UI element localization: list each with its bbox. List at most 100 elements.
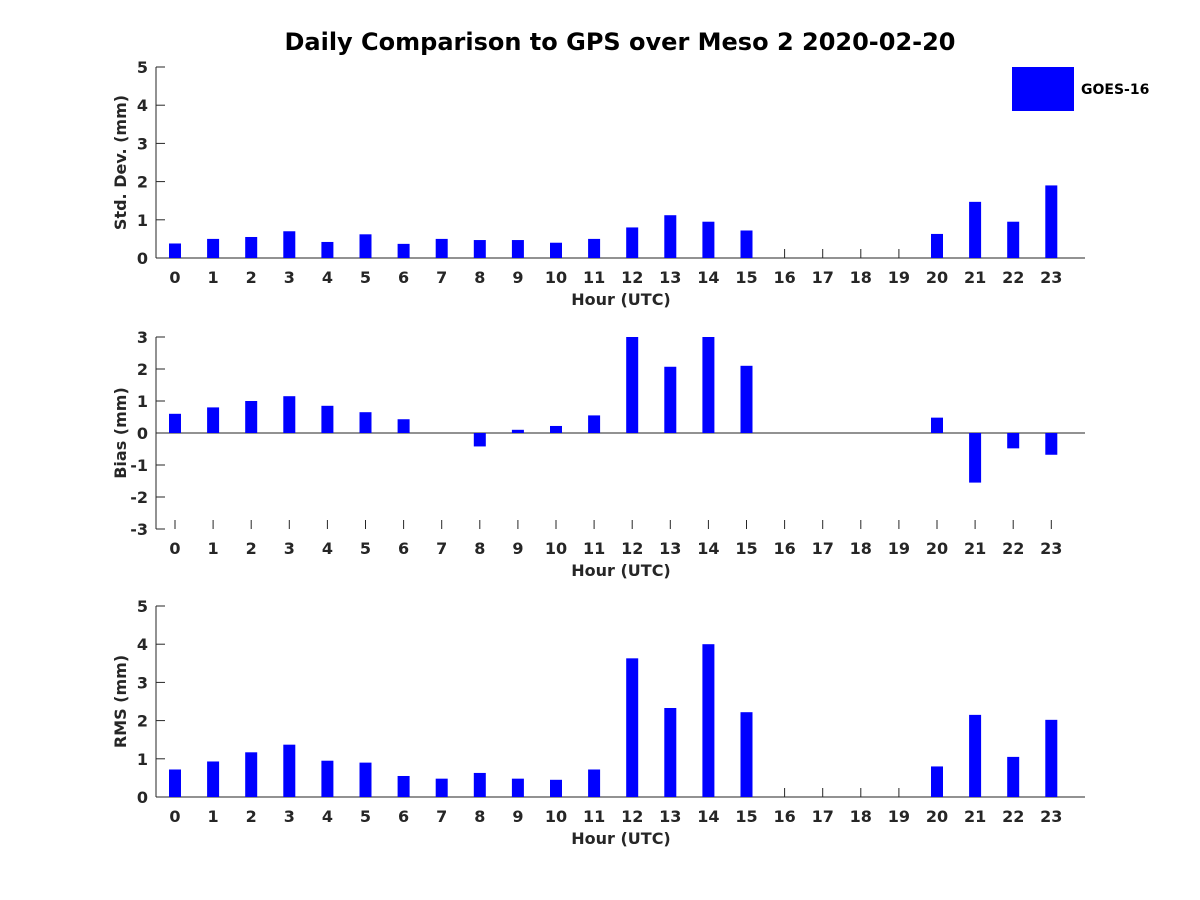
x-tick-label: 11 [583,539,605,558]
x-tick-label: 9 [512,807,523,826]
x-tick-label: 6 [398,268,409,287]
y-tick-label: 0 [137,788,148,807]
x-tick-label: 5 [360,807,371,826]
bar-hour-11 [588,415,601,433]
bar-hour-12 [626,227,639,258]
x-tick-label: 2 [246,539,257,558]
x-tick-label: 17 [812,807,834,826]
bar-hour-10 [550,242,562,258]
x-tick-label: 17 [812,268,834,287]
bar-hour-5 [359,412,372,433]
y-tick-label: 1 [137,392,148,411]
bar-hour-4 [321,405,334,433]
y-tick-label: 3 [137,328,148,347]
x-tick-label: 19 [888,539,910,558]
x-tick-label: 14 [697,807,719,826]
bar-hour-20 [931,766,943,797]
bar-hour-22 [1007,221,1020,258]
x-tick-label: 13 [659,807,681,826]
x-axis-label: Hour (UTC) [571,290,671,309]
bar-hour-3 [283,231,296,258]
bar-hour-7 [435,238,448,258]
x-tick-label: 5 [360,268,371,287]
bar-hour-6 [397,775,410,797]
bar-hour-13 [664,366,677,433]
x-tick-label: 13 [659,268,681,287]
bar-hour-12 [626,658,639,797]
x-tick-label: 16 [773,807,795,826]
bar-hour-22 [1007,756,1020,797]
x-tick-label: 3 [284,807,295,826]
x-tick-label: 22 [1002,268,1024,287]
x-tick-label: 0 [169,807,180,826]
x-tick-label: 2 [246,807,257,826]
x-tick-label: 4 [322,268,333,287]
bar-hour-0 [169,413,181,433]
bar-hour-2 [245,752,258,797]
bar-hour-3 [283,744,296,797]
bar-hour-15 [740,230,753,258]
x-tick-label: 19 [888,268,910,287]
bar-hour-15 [740,365,753,433]
bar-hour-1 [207,238,220,258]
y-axis-label: RMS (mm) [111,655,130,748]
x-tick-label: 15 [735,807,757,826]
bar-hour-0 [169,769,181,797]
x-tick-label: 4 [322,539,333,558]
bar-hour-21 [969,201,982,258]
legend-label: GOES-16 [1081,82,1149,98]
x-tick-label: 18 [850,268,872,287]
bar-hour-7 [435,778,448,797]
bar-hour-23 [1045,719,1058,797]
y-tick-label: 1 [137,211,148,230]
bar-hour-23 [1045,433,1058,455]
x-tick-label: 8 [474,807,485,826]
x-tick-label: 7 [436,807,447,826]
x-tick-label: 13 [659,539,681,558]
bar-hour-9 [511,429,524,433]
x-axis-label: Hour (UTC) [571,829,671,848]
x-tick-label: 3 [284,539,295,558]
bar-hour-15 [740,712,753,797]
x-tick-label: 18 [850,539,872,558]
bar-hour-4 [321,760,334,797]
x-tick-label: 7 [436,268,447,287]
bar-hour-8 [473,240,486,258]
bar-hour-1 [207,761,220,797]
y-tick-label: 2 [137,360,148,379]
x-tick-label: 21 [964,539,986,558]
y-tick-label: 5 [137,597,148,616]
bar-hour-6 [397,243,410,258]
x-tick-label: 11 [583,807,605,826]
x-tick-label: 20 [926,807,948,826]
y-tick-label: 2 [137,173,148,192]
bar-hour-10 [550,425,562,433]
bar-hour-14 [702,644,715,797]
x-tick-label: 23 [1040,268,1062,287]
x-tick-label: 20 [926,268,948,287]
x-tick-label: 6 [398,807,409,826]
bar-hour-20 [931,417,943,433]
x-tick-label: 10 [545,807,567,826]
x-tick-label: 12 [621,539,643,558]
bar-hour-21 [969,714,982,797]
bar-hour-13 [664,707,677,797]
x-tick-label: 7 [436,539,447,558]
bar-hour-12 [626,337,639,433]
y-tick-label: 3 [137,673,148,692]
x-tick-label: 22 [1002,807,1024,826]
x-tick-label: 3 [284,268,295,287]
bar-hour-9 [511,240,524,258]
y-tick-label: -2 [130,488,148,507]
y-tick-label: 4 [137,96,148,115]
bar-hour-9 [511,778,524,797]
x-tick-label: 23 [1040,807,1062,826]
x-tick-label: 1 [208,268,219,287]
x-tick-label: 14 [697,539,719,558]
bar-hour-2 [245,236,258,258]
bar-hour-5 [359,234,372,258]
x-tick-label: 0 [169,539,180,558]
x-tick-label: 5 [360,539,371,558]
